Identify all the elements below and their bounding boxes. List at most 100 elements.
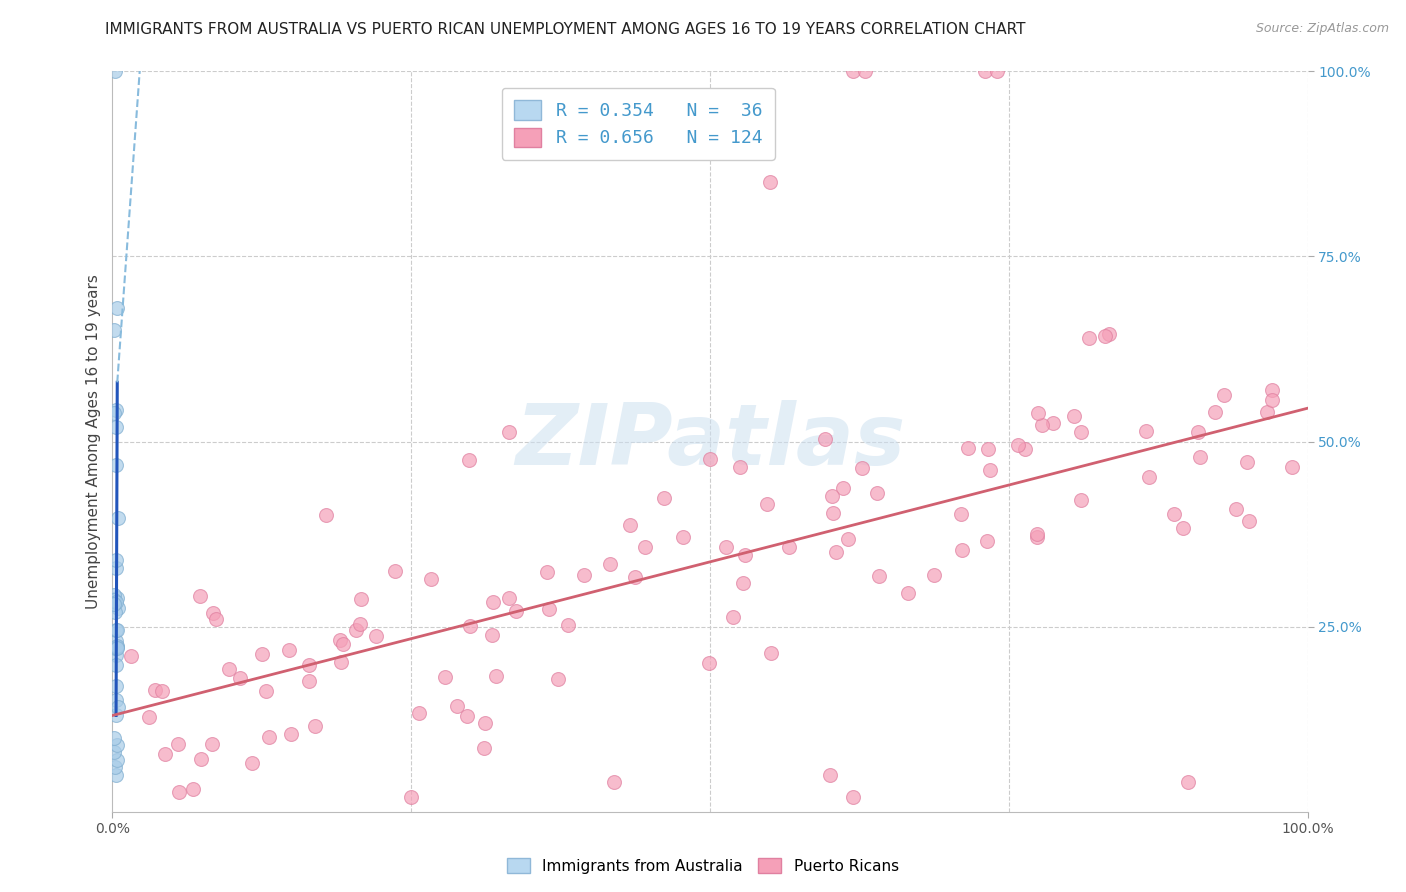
Point <box>364 629 387 643</box>
Point <box>537 601 560 615</box>
Point <box>434 670 457 684</box>
Point <box>818 767 841 781</box>
Point <box>979 463 1001 477</box>
Point <box>150 684 173 698</box>
Point <box>1026 530 1049 544</box>
Point <box>103 746 125 760</box>
Point <box>105 639 128 653</box>
Point <box>1070 493 1092 508</box>
Point <box>105 658 128 673</box>
Point <box>218 662 240 676</box>
Point <box>574 567 596 582</box>
Point <box>103 593 125 607</box>
Point <box>105 301 128 316</box>
Point <box>105 738 128 752</box>
Point <box>814 432 837 446</box>
Point <box>105 633 128 648</box>
Point <box>167 737 190 751</box>
Point <box>349 617 371 632</box>
Y-axis label: Unemployment Among Ages 16 to 19 years: Unemployment Among Ages 16 to 19 years <box>86 274 101 609</box>
Point <box>821 506 844 520</box>
Point <box>456 709 478 723</box>
Point <box>778 540 800 554</box>
Point <box>721 609 744 624</box>
Point <box>298 657 321 672</box>
Point <box>1014 442 1036 457</box>
Point <box>169 785 191 799</box>
Point <box>329 632 352 647</box>
Point <box>734 548 756 562</box>
Point <box>1137 470 1160 484</box>
Point <box>229 671 252 685</box>
Point <box>250 648 273 662</box>
Point <box>104 420 127 434</box>
Point <box>897 586 920 600</box>
Point <box>842 789 865 804</box>
Point <box>1070 425 1092 440</box>
Point <box>408 706 430 720</box>
Point <box>401 789 423 804</box>
Legend: Immigrants from Australia, Puerto Ricans: Immigrants from Australia, Puerto Ricans <box>501 852 905 880</box>
Point <box>1236 454 1258 468</box>
Point <box>922 568 945 582</box>
Point <box>332 637 354 651</box>
Point <box>950 543 973 558</box>
Point <box>458 619 481 633</box>
Point <box>105 561 128 575</box>
Point <box>181 782 204 797</box>
Point <box>105 553 128 567</box>
Point <box>120 648 142 663</box>
Point <box>188 589 211 603</box>
Point <box>103 597 125 611</box>
Point <box>759 175 782 190</box>
Point <box>105 595 128 609</box>
Point <box>728 460 751 475</box>
Point <box>557 617 579 632</box>
Point <box>1281 459 1303 474</box>
Point <box>1171 521 1194 535</box>
Point <box>104 693 127 707</box>
Point <box>624 570 647 584</box>
Point <box>498 425 520 440</box>
Point <box>104 64 127 78</box>
Point <box>104 648 127 662</box>
Point <box>1225 502 1247 516</box>
Point <box>1007 438 1029 452</box>
Point <box>842 64 865 78</box>
Point <box>1063 409 1085 423</box>
Point <box>599 557 621 571</box>
Point <box>105 640 128 654</box>
Point <box>257 730 280 744</box>
Point <box>821 489 844 503</box>
Point <box>498 591 520 605</box>
Point <box>105 640 128 655</box>
Point <box>824 545 846 559</box>
Point <box>1098 326 1121 341</box>
Point <box>603 775 626 789</box>
Point <box>957 441 980 455</box>
Point <box>104 641 127 656</box>
Point <box>474 716 496 731</box>
Point <box>104 708 127 723</box>
Point <box>138 710 160 724</box>
Point <box>103 588 125 602</box>
Point <box>298 673 321 688</box>
Point <box>419 573 441 587</box>
Point <box>949 507 972 521</box>
Point <box>105 753 128 767</box>
Point <box>153 747 176 761</box>
Point <box>851 460 873 475</box>
Point <box>1239 514 1261 528</box>
Point <box>481 628 503 642</box>
Point <box>474 740 496 755</box>
Point <box>190 751 212 765</box>
Point <box>755 497 778 511</box>
Point <box>458 452 481 467</box>
Point <box>1078 331 1101 345</box>
Point <box>619 518 641 533</box>
Point <box>482 595 505 609</box>
Point <box>107 601 129 615</box>
Point <box>143 683 166 698</box>
Point <box>485 668 508 682</box>
Point <box>254 684 277 698</box>
